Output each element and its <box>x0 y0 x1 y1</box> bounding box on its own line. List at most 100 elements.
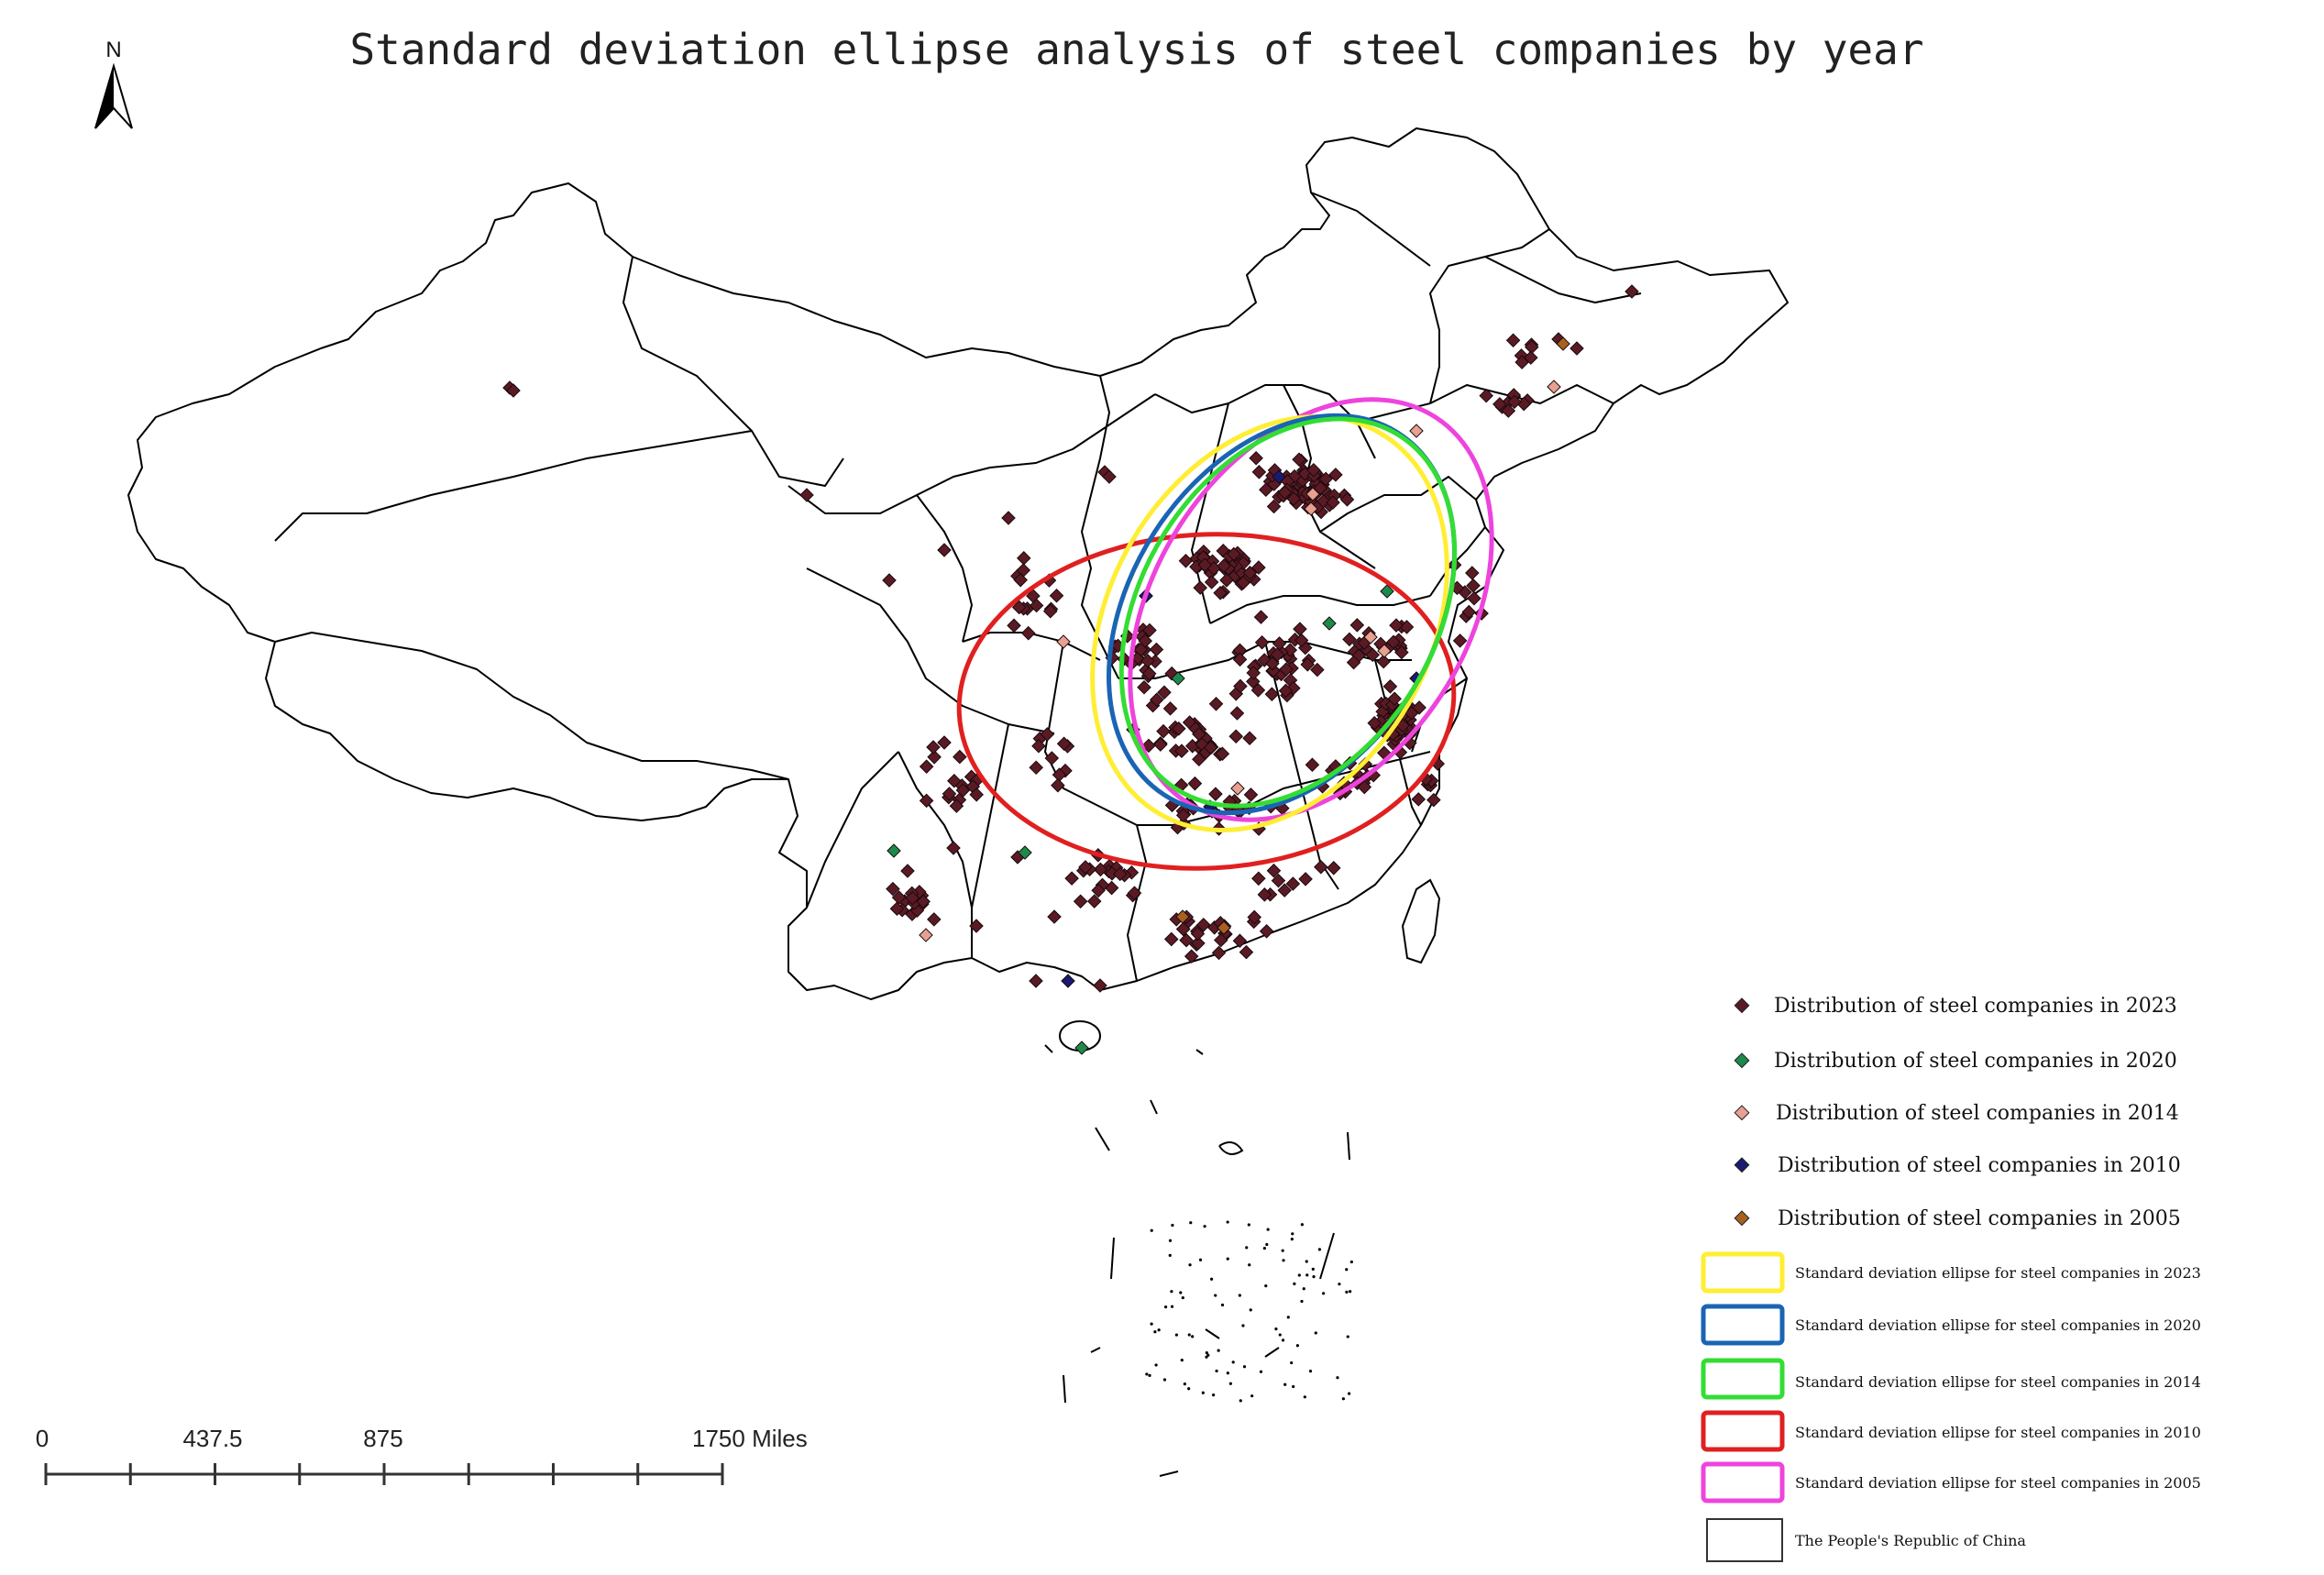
company-point-2023 <box>1278 683 1294 699</box>
company-point-2023 <box>1020 625 1036 641</box>
tiny-island <box>1311 1267 1315 1271</box>
company-point-2023 <box>1219 573 1234 588</box>
legend-label: Standard deviation ellipse for steel com… <box>1795 1264 2201 1282</box>
company-point-2023 <box>1507 394 1522 410</box>
tiny-island <box>1215 1369 1218 1373</box>
tiny-island <box>1305 1260 1308 1263</box>
company-point-2023 <box>1086 894 1102 909</box>
company-point-2023 <box>1292 452 1306 468</box>
company-point-2023 <box>1294 633 1309 648</box>
company-point-2023 <box>1011 600 1027 615</box>
legend-diamond-icon <box>1734 1105 1750 1121</box>
tiny-island <box>1265 1242 1269 1247</box>
tiny-island <box>1317 1248 1321 1251</box>
legend-swatch <box>1701 1461 1785 1503</box>
company-point-2023 <box>1249 450 1263 466</box>
company-point-2023 <box>1001 511 1016 525</box>
company-point-2023 <box>1466 578 1481 593</box>
company-point-2023 <box>1228 729 1244 744</box>
tiny-island <box>1241 1324 1245 1327</box>
tiny-island <box>1305 1273 1309 1277</box>
company-point-2023 <box>1163 931 1179 947</box>
company-point-2023 <box>1208 697 1224 711</box>
legend-swatch <box>1701 1410 1785 1452</box>
company-point-2023 <box>1342 632 1357 647</box>
company-point-2023 <box>886 881 900 897</box>
company-point-2023 <box>1264 687 1280 701</box>
tiny-island <box>1212 1393 1216 1397</box>
company-point-2023 <box>1251 560 1266 575</box>
company-point-2023 <box>1382 679 1398 694</box>
tiny-island <box>1302 1287 1305 1291</box>
tiny-island <box>1180 1359 1184 1362</box>
company-point-2023 <box>1298 872 1313 887</box>
company-point-2023 <box>1357 779 1372 795</box>
tiny-island <box>1308 1370 1313 1373</box>
tiny-island <box>1266 1228 1270 1231</box>
company-point-2023 <box>1452 633 1468 648</box>
legend-point-2010: Distribution of steel companies in 2010 <box>1734 1154 2181 1177</box>
company-point-2023 <box>1272 636 1287 651</box>
legend-swatch <box>1706 1518 1783 1562</box>
tiny-island <box>1174 1333 1178 1337</box>
tiny-island <box>1154 1363 1158 1367</box>
company-point-2023 <box>889 901 905 916</box>
tiny-island <box>1346 1335 1349 1338</box>
tiny-island <box>1239 1399 1242 1403</box>
company-point-2023 <box>926 740 941 754</box>
company-point-2023 <box>1052 767 1067 782</box>
legend-swatch <box>1701 1358 1785 1400</box>
tiny-island <box>1145 1372 1149 1376</box>
company-point-2014 <box>1547 380 1561 394</box>
map-title: Standard deviation ellipse analysis of s… <box>349 25 1923 74</box>
company-point-2023 <box>1193 580 1207 595</box>
company-point-2023 <box>1318 471 1333 487</box>
legend-label: Standard deviation ellipse for steel com… <box>1795 1474 2201 1492</box>
tiny-island <box>1163 1305 1168 1309</box>
tiny-island <box>1291 1232 1294 1236</box>
tiny-island <box>1264 1284 1268 1288</box>
company-point-2023 <box>1213 586 1228 600</box>
company-point-2023 <box>1251 871 1266 887</box>
company-point-2020 <box>887 843 901 858</box>
company-point-2023 <box>1271 873 1286 888</box>
company-point-2023 <box>891 890 907 905</box>
tiny-island <box>1249 1308 1252 1312</box>
tiny-island <box>1205 1350 1208 1355</box>
tiny-island <box>1191 1335 1195 1338</box>
tiny-island <box>1345 1268 1349 1272</box>
ellipse-2023 <box>1090 413 1449 833</box>
company-point-2023 <box>1150 692 1164 708</box>
company-point-2023 <box>1029 760 1043 776</box>
company-point-2023 <box>919 793 934 809</box>
company-point-2014 <box>1230 781 1245 796</box>
tiny-island <box>1226 1257 1229 1261</box>
company-point-2023 <box>1328 468 1343 482</box>
legend-point-2005: Distribution of steel companies in 2005 <box>1734 1207 2181 1230</box>
company-point-2023 <box>1339 492 1355 507</box>
company-point-2023 <box>1127 886 1142 900</box>
tiny-island <box>1226 1371 1229 1375</box>
company-point-2023 <box>1254 634 1270 650</box>
tiny-island <box>1247 1223 1250 1227</box>
tiny-island <box>1238 1294 1241 1297</box>
company-point-2023 <box>1102 469 1117 484</box>
tiny-island <box>1336 1376 1339 1380</box>
tiny-island <box>1286 1316 1290 1319</box>
tiny-island <box>1150 1228 1153 1232</box>
company-point-2023 <box>1140 654 1155 668</box>
legend-point-2014: Distribution of steel companies in 2014 <box>1734 1102 2179 1125</box>
company-point-2020 <box>1322 616 1337 631</box>
company-point-2023 <box>1042 603 1058 619</box>
company-point-2023 <box>1300 657 1316 672</box>
tiny-island <box>1314 1331 1317 1335</box>
tiny-island <box>1312 1275 1316 1279</box>
company-point-2023 <box>1184 949 1199 964</box>
south-sea-islands <box>1044 1044 1350 1477</box>
tiny-island <box>1226 1220 1229 1224</box>
company-point-2023 <box>1246 666 1261 680</box>
company-point-2023 <box>1047 909 1062 924</box>
company-point-2023 <box>1064 871 1079 886</box>
legend-label: Distribution of steel companies in 2020 <box>1774 1050 2177 1073</box>
company-point-2023 <box>946 841 961 855</box>
